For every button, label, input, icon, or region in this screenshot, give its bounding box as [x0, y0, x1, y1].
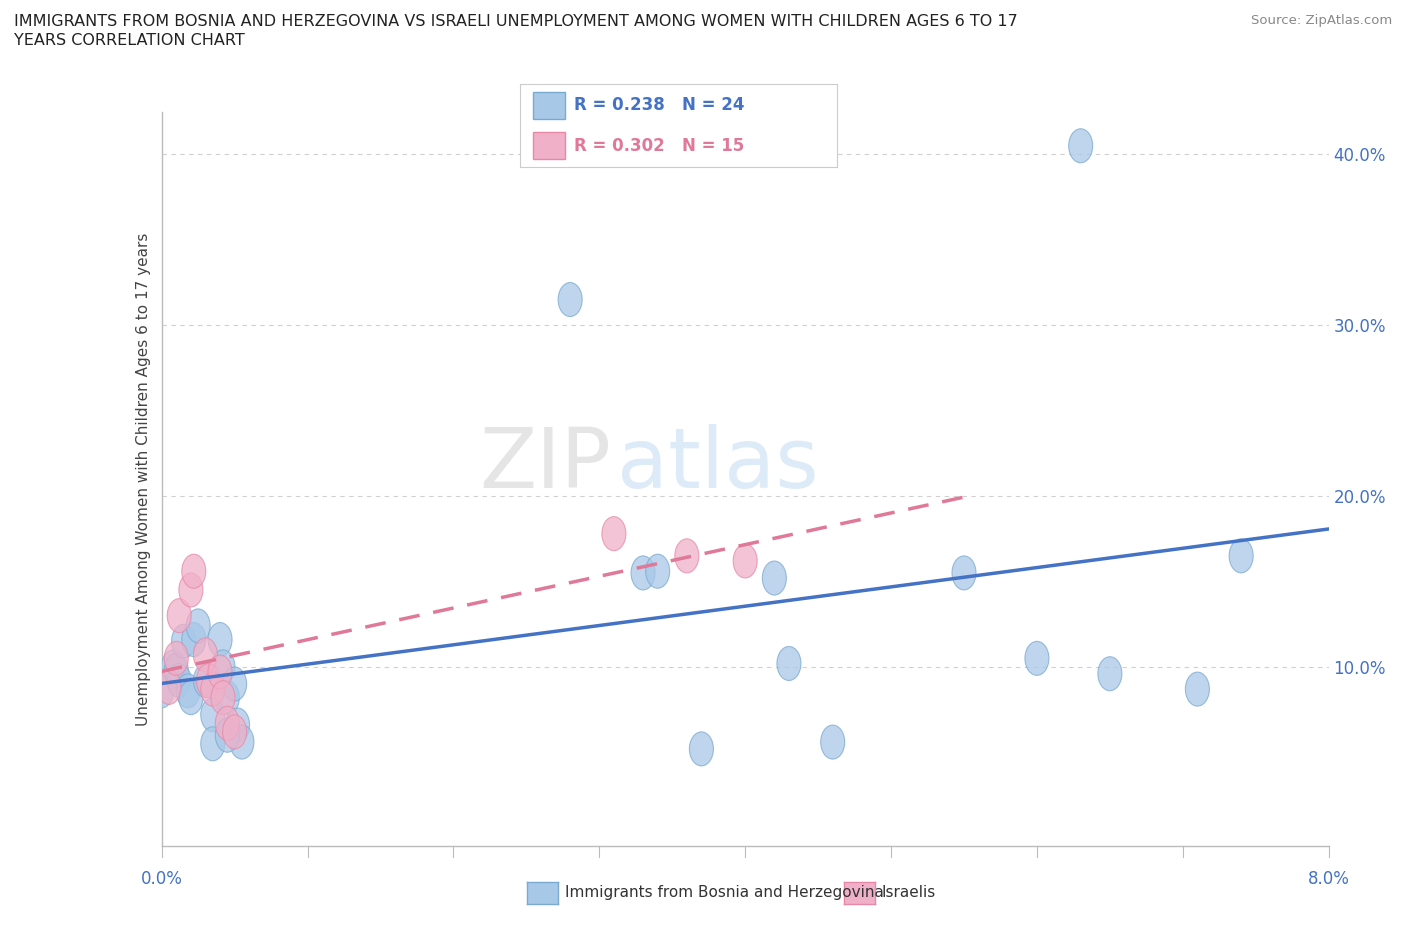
- Ellipse shape: [201, 726, 225, 761]
- Ellipse shape: [201, 698, 225, 732]
- Ellipse shape: [1185, 672, 1209, 706]
- Ellipse shape: [167, 664, 191, 698]
- Ellipse shape: [208, 655, 232, 689]
- Ellipse shape: [215, 706, 239, 740]
- Text: Source: ZipAtlas.com: Source: ZipAtlas.com: [1251, 14, 1392, 27]
- Ellipse shape: [821, 725, 845, 759]
- Ellipse shape: [167, 599, 191, 632]
- Ellipse shape: [602, 517, 626, 551]
- Ellipse shape: [952, 556, 976, 590]
- Text: Israelis: Israelis: [882, 885, 936, 900]
- Ellipse shape: [208, 622, 232, 657]
- Ellipse shape: [222, 667, 246, 701]
- Ellipse shape: [222, 715, 246, 749]
- FancyBboxPatch shape: [533, 132, 565, 159]
- Ellipse shape: [211, 650, 235, 684]
- Text: atlas: atlas: [617, 424, 818, 505]
- Ellipse shape: [201, 672, 225, 706]
- Ellipse shape: [181, 554, 205, 588]
- Ellipse shape: [215, 681, 239, 714]
- Ellipse shape: [762, 561, 786, 595]
- Ellipse shape: [162, 650, 186, 684]
- Ellipse shape: [1229, 538, 1253, 573]
- Text: ZIP: ZIP: [479, 424, 612, 505]
- Ellipse shape: [225, 708, 249, 742]
- Ellipse shape: [149, 674, 174, 708]
- Ellipse shape: [631, 556, 655, 590]
- Ellipse shape: [165, 653, 188, 687]
- Ellipse shape: [558, 283, 582, 316]
- Ellipse shape: [733, 544, 758, 578]
- Ellipse shape: [165, 642, 188, 675]
- Ellipse shape: [194, 664, 218, 698]
- Ellipse shape: [675, 538, 699, 573]
- Ellipse shape: [1069, 128, 1092, 163]
- Ellipse shape: [211, 681, 235, 714]
- Ellipse shape: [186, 609, 209, 643]
- Text: YEARS CORRELATION CHART: YEARS CORRELATION CHART: [14, 33, 245, 47]
- Text: 8.0%: 8.0%: [1308, 870, 1350, 888]
- Text: R = 0.238   N = 24: R = 0.238 N = 24: [574, 97, 745, 114]
- Ellipse shape: [778, 646, 801, 681]
- Ellipse shape: [176, 674, 200, 708]
- Text: IMMIGRANTS FROM BOSNIA AND HERZEGOVINA VS ISRAELI UNEMPLOYMENT AMONG WOMEN WITH : IMMIGRANTS FROM BOSNIA AND HERZEGOVINA V…: [14, 14, 1018, 29]
- Ellipse shape: [689, 732, 713, 766]
- Y-axis label: Unemployment Among Women with Children Ages 6 to 17 years: Unemployment Among Women with Children A…: [135, 232, 150, 725]
- Ellipse shape: [231, 725, 254, 759]
- Ellipse shape: [157, 671, 181, 704]
- Ellipse shape: [197, 664, 221, 698]
- Ellipse shape: [179, 573, 202, 607]
- Text: Immigrants from Bosnia and Herzegovina: Immigrants from Bosnia and Herzegovina: [565, 885, 884, 900]
- Ellipse shape: [194, 638, 218, 672]
- Ellipse shape: [1098, 657, 1122, 691]
- FancyBboxPatch shape: [533, 92, 565, 119]
- Text: 0.0%: 0.0%: [141, 870, 183, 888]
- Ellipse shape: [172, 624, 195, 658]
- Ellipse shape: [215, 718, 239, 752]
- Text: R = 0.302   N = 15: R = 0.302 N = 15: [574, 137, 744, 154]
- Ellipse shape: [1025, 642, 1049, 675]
- Ellipse shape: [181, 622, 205, 657]
- Ellipse shape: [645, 554, 669, 588]
- Ellipse shape: [179, 681, 202, 714]
